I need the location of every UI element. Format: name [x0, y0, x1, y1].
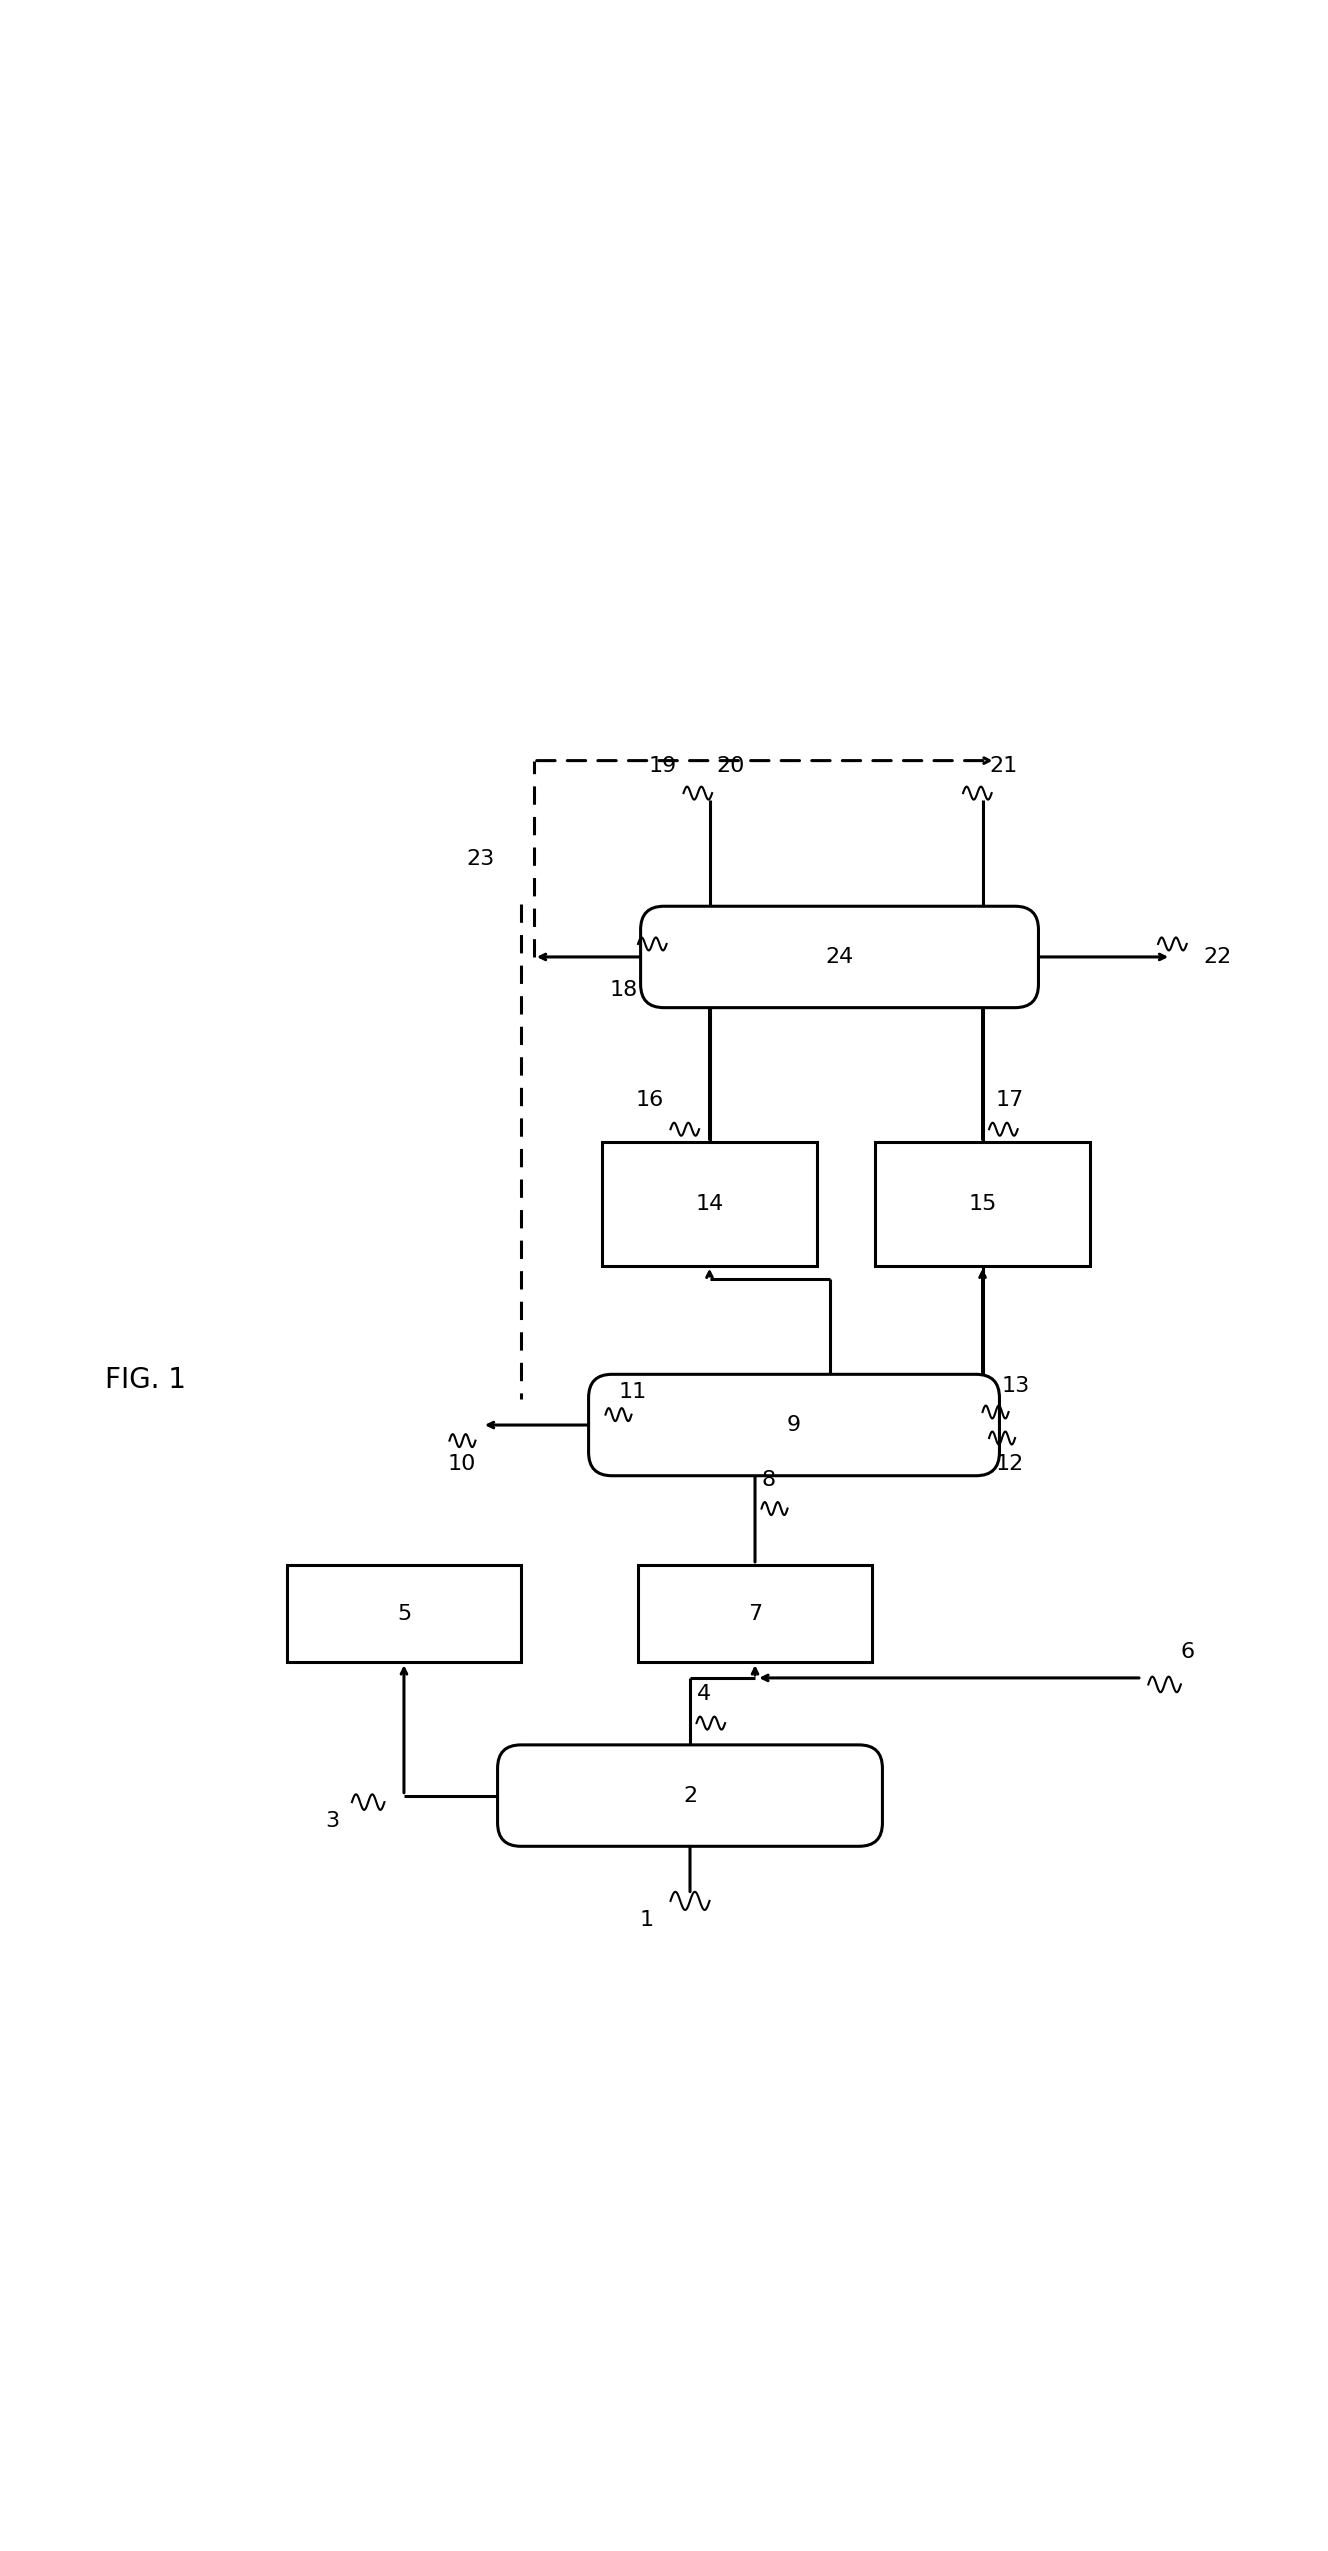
Text: FIG. 1: FIG. 1	[105, 1365, 186, 1393]
Text: 18: 18	[610, 980, 637, 1000]
Text: 21: 21	[989, 755, 1017, 776]
Text: 4: 4	[696, 1684, 710, 1704]
Text: 12: 12	[996, 1454, 1024, 1474]
FancyBboxPatch shape	[640, 906, 1038, 1008]
Text: 2: 2	[683, 1786, 697, 1806]
Text: 23: 23	[466, 849, 495, 870]
Bar	[602, 1143, 817, 1265]
Text: 11: 11	[619, 1383, 647, 1400]
Text: 15: 15	[968, 1194, 997, 1214]
Text: 16: 16	[636, 1089, 664, 1110]
Text: 14: 14	[696, 1194, 724, 1214]
Text: 20: 20	[716, 755, 745, 776]
Text: 8: 8	[761, 1469, 776, 1490]
Text: 1: 1	[640, 1911, 653, 1931]
Text: 22: 22	[1203, 946, 1232, 967]
Text: 9: 9	[788, 1416, 801, 1436]
Text: 3: 3	[325, 1811, 339, 1832]
Text: 17: 17	[996, 1089, 1024, 1110]
Text: 19: 19	[649, 755, 677, 776]
Text: 10: 10	[448, 1454, 475, 1474]
Text: 24: 24	[826, 946, 854, 967]
Bar	[637, 1564, 872, 1663]
Text: 7: 7	[748, 1605, 762, 1622]
Bar	[875, 1143, 1090, 1265]
Text: 5: 5	[397, 1605, 412, 1622]
FancyBboxPatch shape	[588, 1375, 1000, 1474]
Bar	[287, 1564, 521, 1663]
Text: 13: 13	[1003, 1378, 1031, 1395]
Text: 6: 6	[1181, 1643, 1195, 1663]
FancyBboxPatch shape	[498, 1745, 882, 1847]
